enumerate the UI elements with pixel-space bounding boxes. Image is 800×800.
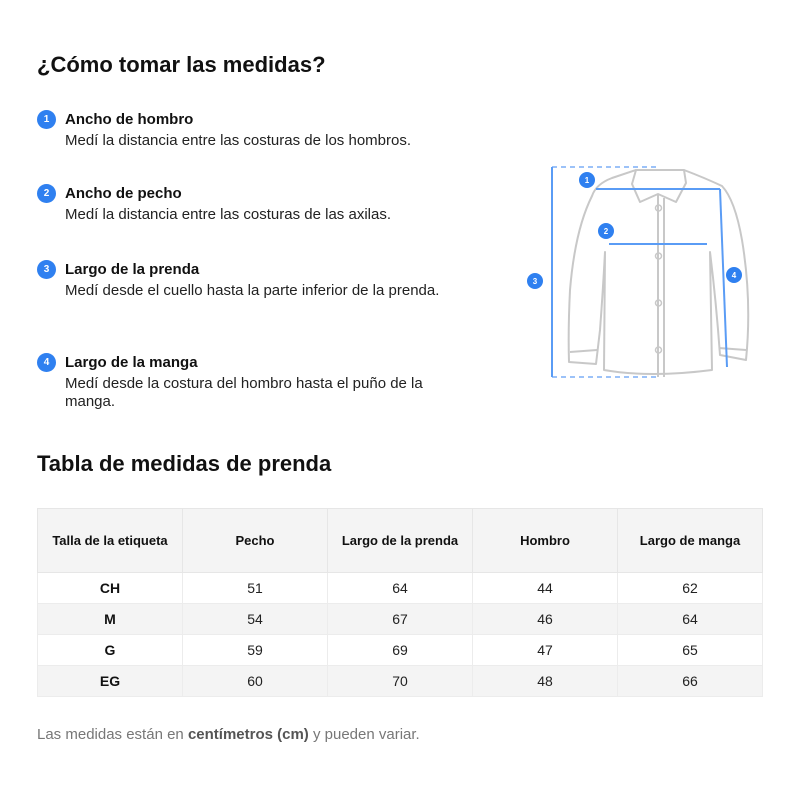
measurement-cell: 48 [472,665,618,697]
measurement-cell: 54 [182,603,328,635]
size-label-cell: M [37,603,183,635]
measurement-cell: 47 [472,634,618,666]
table-header-row: Talla de la etiqueta Pecho Largo de la p… [37,508,763,573]
step-title: Largo de la prenda [65,261,200,278]
size-table: Talla de la etiqueta Pecho Largo de la p… [37,508,763,697]
size-label-cell: CH [37,572,183,604]
step-title: Largo de la manga [65,354,198,371]
step-sleeve: 4 Largo de la manga Medí desde la costur… [37,353,457,411]
step-title: Ancho de hombro [65,111,194,128]
column-header: Largo de la prenda [327,508,473,573]
badge-4 [726,267,742,283]
sleeve-line [719,188,728,368]
page-title: ¿Cómo tomar las medidas? [37,52,326,77]
column-header: Hombro [472,508,618,573]
column-header: Talla de la etiqueta [37,508,183,573]
badge-label: 4 [732,271,737,280]
step-chest: 2 Ancho de pecho Medí la distancia entre… [37,184,457,224]
table-row: EG 60 70 48 66 [37,665,763,697]
units-note: Las medidas están en centímetros (cm) y … [37,726,420,743]
step-description: Medí desde la costura del hombro hasta e… [65,375,423,410]
badge-label: 3 [533,277,538,286]
step-length: 3 Largo de la prenda Medí desde el cuell… [37,260,457,300]
badge-label: 1 [585,176,590,185]
measurement-cell: 59 [182,634,328,666]
badge-label: 2 [604,227,609,236]
note-units: centímetros (cm) [187,726,309,743]
size-label-cell: G [37,634,183,666]
step-description: Medí desde el cuello hasta la parte infe… [65,282,440,299]
table-row: G 59 69 47 65 [37,634,763,666]
step-description: Medí la distancia entre las costuras de … [65,132,412,149]
table-row: M 54 67 46 64 [37,603,763,635]
table-row: CH 51 64 44 62 [37,572,763,604]
measurement-cell: 65 [617,634,763,666]
measurement-cell: 46 [472,603,618,635]
step-number-badge: 3 [37,260,56,279]
measurement-cell: 69 [327,634,473,666]
step-description: Medí la distancia entre las costuras de … [65,206,391,223]
badge-1 [579,172,595,188]
column-header: Largo de manga [617,508,763,573]
badge-3 [527,273,543,289]
measurement-cell: 67 [327,603,473,635]
step-shoulder: 1 Ancho de hombro Medí la distancia entr… [37,110,457,150]
measurement-cell: 44 [472,572,618,604]
measurement-cell: 64 [617,603,763,635]
table-title: Tabla de medidas de prenda [37,451,332,476]
note-text: y pueden variar. [308,726,420,743]
step-number-badge: 2 [37,184,56,203]
badge-2 [598,223,614,239]
measurement-cell: 51 [182,572,328,604]
measurement-cell: 60 [182,665,328,697]
measurement-cell: 70 [327,665,473,697]
measurement-lines [551,166,728,378]
size-label-cell: EG [37,665,183,697]
step-number-badge: 1 [37,110,56,129]
step-number-badge: 4 [37,353,56,372]
note-text: Las medidas están en [37,726,188,743]
measurement-cell: 62 [617,572,763,604]
shirt-diagram: 1 2 3 4 [527,166,750,378]
column-header: Pecho [182,508,328,573]
measurement-cell: 64 [327,572,473,604]
step-title: Ancho de pecho [65,185,182,202]
measurement-cell: 66 [617,665,763,697]
